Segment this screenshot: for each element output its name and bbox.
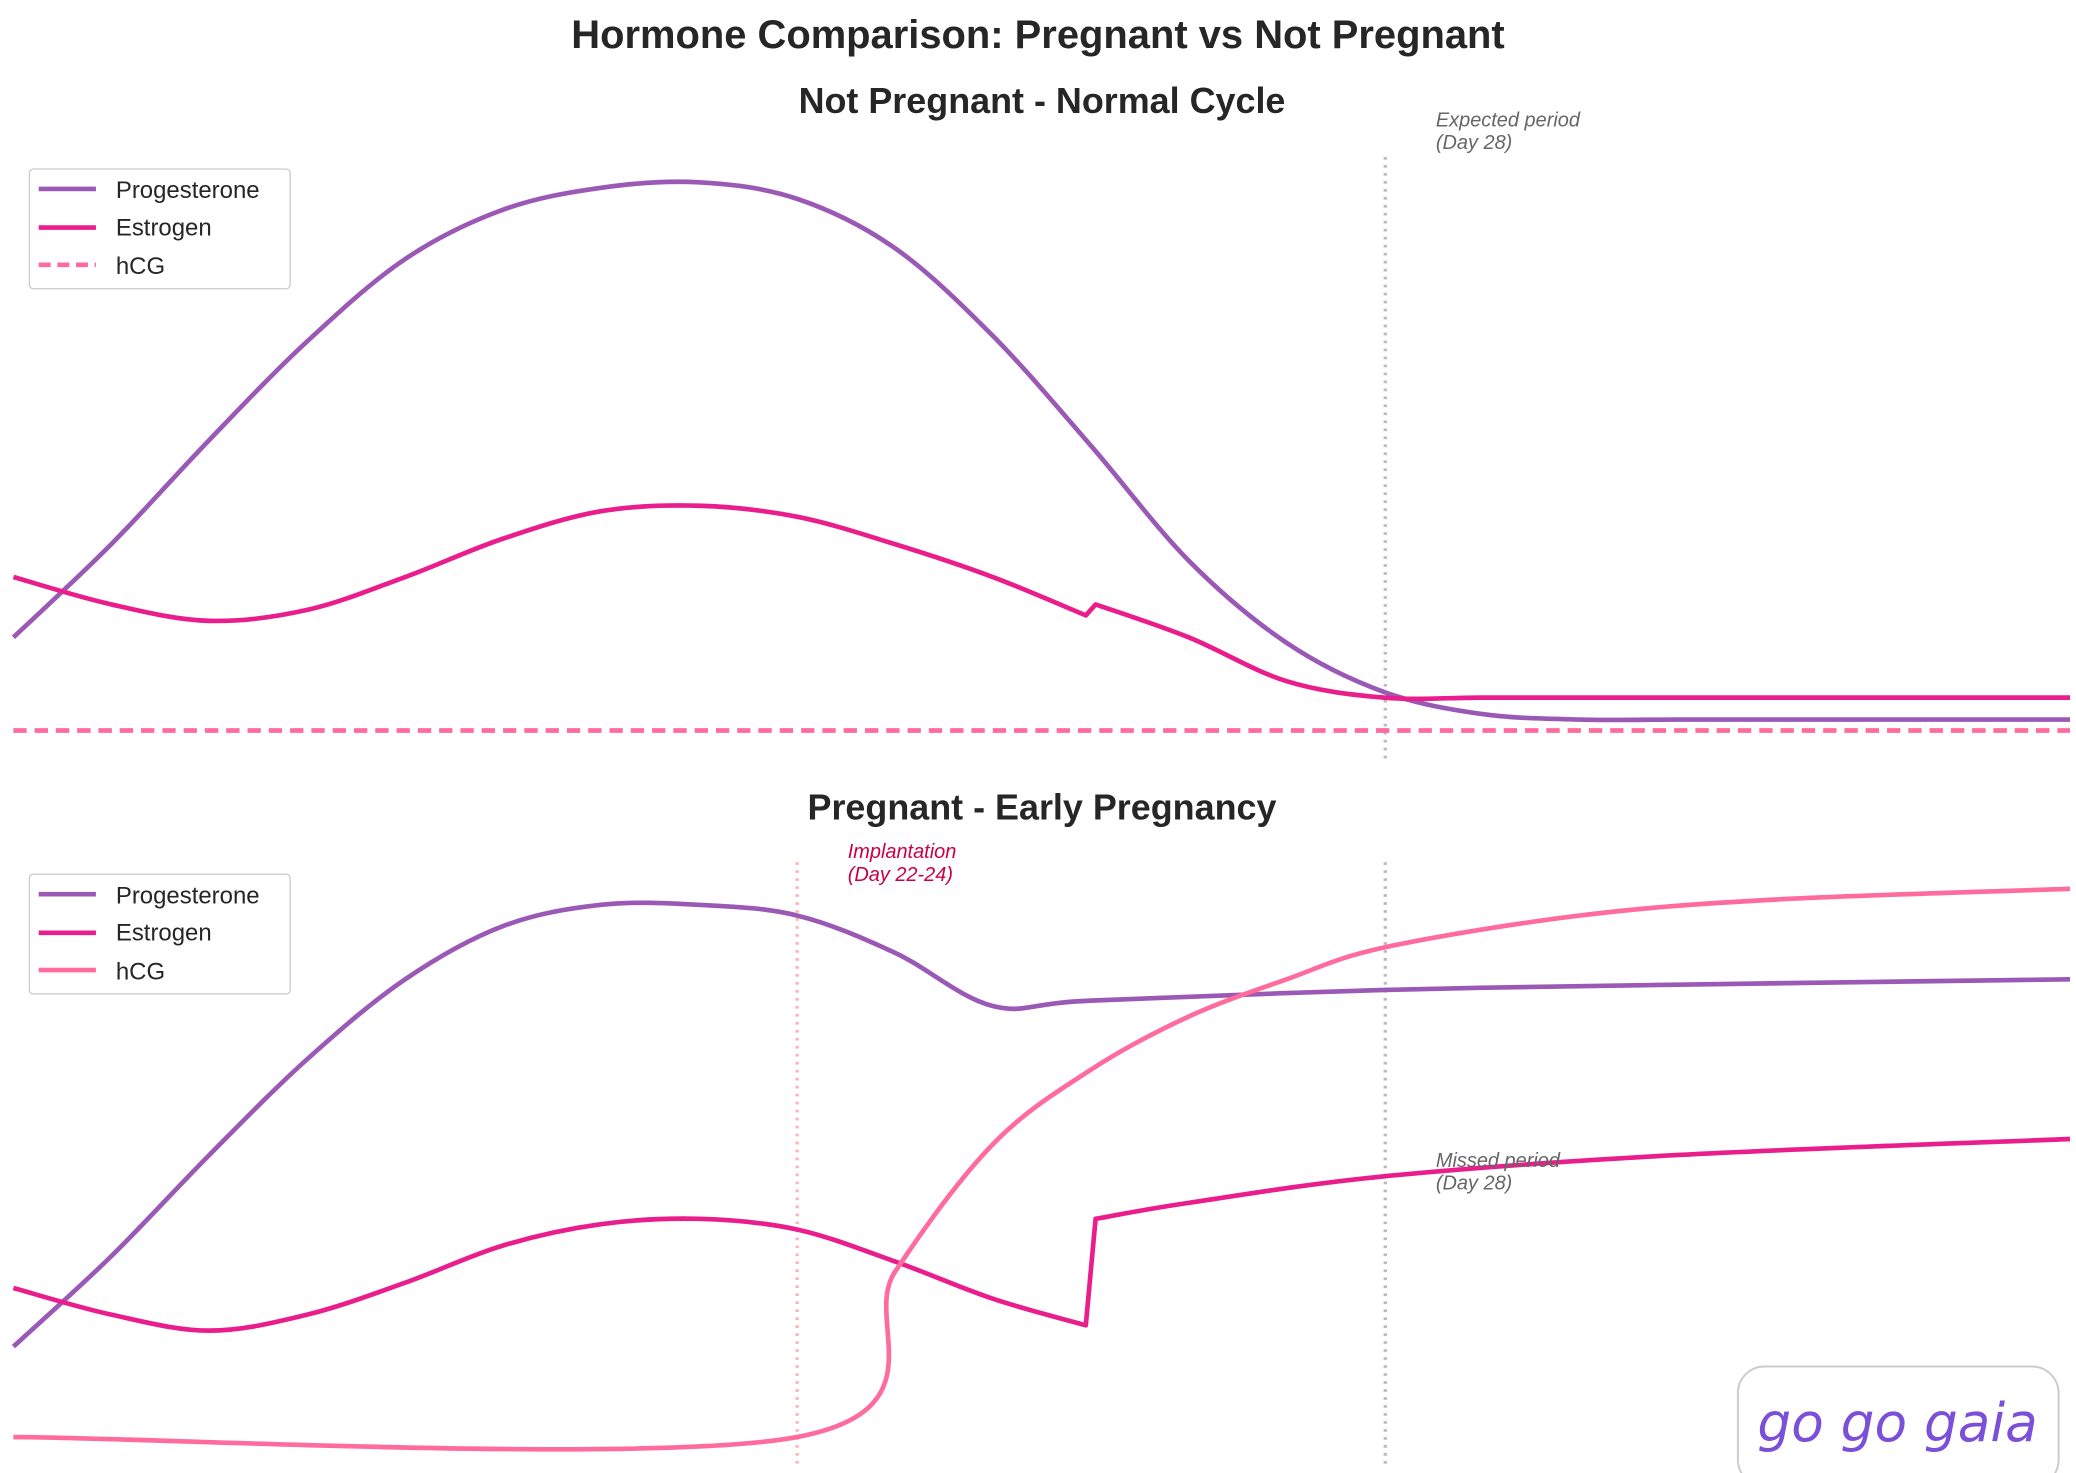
legend: Progesterone Estrogen hCG (28, 873, 291, 995)
series-line-estrogen (12, 503, 2071, 702)
panel-pregnant: Pregnant - Early Pregnancy Implantation … (11, 787, 2071, 1467)
logo-text: go go gaia (1757, 1392, 2037, 1454)
panel-title: Not Pregnant - Normal Cycle (799, 80, 1286, 121)
series-line-progesterone (11, 179, 2071, 723)
panel-not-pregnant: Not Pregnant - Normal Cycle Expected per… (11, 80, 2071, 762)
logo: go go gaia (1736, 1365, 2060, 1473)
legend-label: Progesterone (116, 177, 260, 204)
annotation-label: Missed period (1436, 1150, 1561, 1172)
legend-label: hCG (116, 958, 165, 985)
annotation-label: (Day 28) (1436, 132, 1512, 154)
annotation-label: (Day 28) (1436, 1173, 1512, 1195)
series-line-estrogen (12, 1136, 2071, 1333)
legend: Progesterone Estrogen hCG (28, 168, 291, 290)
annotation-label: Expected period (1436, 109, 1581, 131)
legend-label: Progesterone (116, 882, 260, 909)
figure-title: Hormone Comparison: Pregnant vs Not Preg… (571, 13, 1504, 57)
annotation-label: (Day 22-24) (848, 864, 953, 886)
legend-label: Estrogen (116, 215, 212, 242)
legend-label: Estrogen (116, 920, 212, 947)
panel-title: Pregnant - Early Pregnancy (808, 787, 1277, 828)
series-line-hcg (13, 886, 2071, 1452)
annotation-label: Implantation (848, 841, 957, 863)
legend-label: hCG (116, 253, 165, 280)
series-line-progesterone (11, 900, 2071, 1349)
